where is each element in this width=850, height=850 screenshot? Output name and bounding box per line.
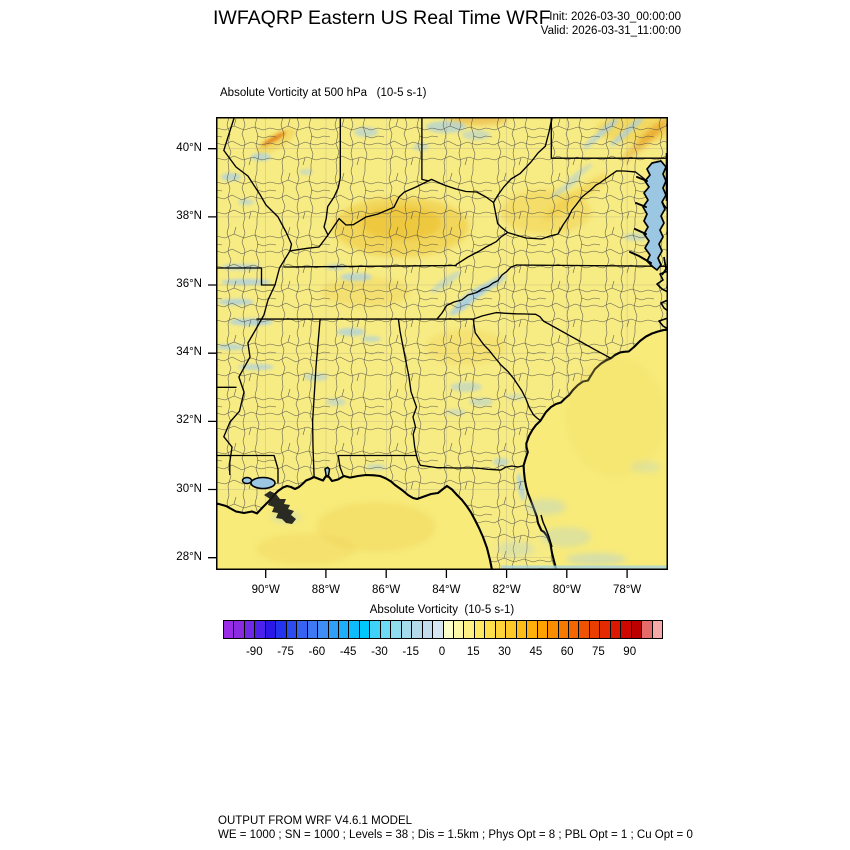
colorbar <box>223 620 663 639</box>
colorbar-cell <box>464 621 475 638</box>
lat-tick-label: 28°N <box>176 550 202 563</box>
lon-tick-label: 82°W <box>492 584 521 596</box>
colorbar-cell <box>600 621 611 638</box>
map-canvas <box>208 117 668 578</box>
colorbar-tick-label: 15 <box>466 646 480 658</box>
colorbar-tick-label: -90 <box>245 646 263 658</box>
colorbar-tick-label: -45 <box>339 646 357 658</box>
colorbar-tick-label: 45 <box>529 646 543 658</box>
colorbar-cell <box>234 621 245 638</box>
bottom-edge-blue-band <box>501 565 668 570</box>
lat-tick-label: 30°N <box>176 482 202 495</box>
colorbar-tick-label: -30 <box>371 646 388 658</box>
colorbar-cell <box>568 621 580 638</box>
colorbar-cell <box>276 621 287 638</box>
lat-tick-label: 38°N <box>176 209 202 222</box>
init-time: Init: 2026-03-30_00:00:00 <box>549 11 681 23</box>
map-border <box>216 117 668 570</box>
graticule <box>216 117 668 570</box>
lon-tick-label: 78°W <box>612 584 642 596</box>
page-title: IWFAQRP Eastern US Real Time WRF <box>213 7 551 29</box>
colorbar-cell <box>453 621 465 638</box>
colorbar-cell <box>579 621 590 638</box>
footer-info: OUTPUT FROM WRF V4.6.1 MODEL WE = 1000 ;… <box>218 815 693 842</box>
field-subtitle: Absolute Vorticity at 500 hPa (10-5 s-1) <box>220 87 427 99</box>
colorbar-cell <box>422 621 434 638</box>
lat-tick-label: 36°N <box>176 278 202 291</box>
colorbar-cell <box>328 621 339 638</box>
lat-tick-label: 32°N <box>176 414 202 427</box>
lat-tick-label: 40°N <box>176 141 202 154</box>
colorbar-cell <box>642 621 653 638</box>
valid-time: Valid: 2026-03-31_11:00:00 <box>540 25 681 37</box>
colorbar-cell <box>412 621 423 638</box>
colorbar-cell <box>255 621 266 638</box>
lon-tick-label: 88°W <box>311 584 341 596</box>
colorbar-cell <box>631 621 643 638</box>
colorbar-cell <box>495 621 507 638</box>
colorbar-cell <box>516 621 528 638</box>
lon-tick-label: 90°W <box>251 584 280 596</box>
run-info: Init: 2026-03-30_00:00:00 Valid: 2026-03… <box>480 10 681 38</box>
colorbar-cell <box>548 621 559 638</box>
colorbar-cell <box>380 621 392 638</box>
colorbar-cell <box>474 621 486 638</box>
colorbar-cell <box>244 621 256 638</box>
lake-pontchartrain <box>241 476 276 490</box>
colorbar-cell <box>286 621 298 638</box>
colorbar-tick-label: -15 <box>402 646 420 658</box>
florida-lagoon <box>540 514 553 548</box>
colorbar-cell <box>558 621 569 638</box>
lon-tick-label: 80°W <box>552 584 581 596</box>
footer-namelist-line: WE = 1000 ; SN = 1000 ; Levels = 38 ; Di… <box>218 828 693 841</box>
colorbar-cell <box>485 621 496 638</box>
mississippi-delta <box>264 491 296 524</box>
lon-tick-label: 86°W <box>372 584 401 596</box>
colorbar-tick-label: -75 <box>277 646 294 658</box>
colorbar-tick-label: 30 <box>498 646 511 658</box>
colorbar-cell <box>443 621 454 638</box>
colorbar-label: Absolute Vorticity (10-5 s-1) <box>369 604 515 616</box>
colorbar-cell <box>506 621 517 638</box>
colorbar-cell <box>610 621 622 638</box>
carolina-sounds <box>656 270 668 330</box>
colorbar-tick-label: 60 <box>560 646 574 658</box>
colorbar-cell <box>297 621 308 638</box>
colorbar-cell <box>589 621 601 638</box>
colorbar-cell <box>652 621 663 638</box>
colorbar-cell <box>401 621 413 638</box>
colorbar-cell <box>621 621 632 638</box>
colorbar-cell <box>527 621 538 638</box>
axis-ticks <box>208 148 628 578</box>
mobile-bay <box>324 466 331 477</box>
state-borders <box>216 117 668 484</box>
ocean-shading <box>256 357 666 565</box>
colorbar-cell <box>265 621 277 638</box>
colorbar-cell <box>537 621 549 638</box>
colorbar-cell <box>433 621 444 638</box>
colorbar-tick-label: 90 <box>623 646 637 658</box>
colorbar-tick-label: -60 <box>308 646 326 658</box>
colorbar-cell <box>391 621 402 638</box>
colorbar-cell <box>307 621 319 638</box>
footer-model-line: OUTPUT FROM WRF V4.6.1 MODEL <box>218 815 413 827</box>
colorbar-cell <box>370 621 381 638</box>
colorbar-cell <box>224 621 235 638</box>
colorbar-tick-label: 0 <box>438 646 446 658</box>
colorbar-cell <box>318 621 329 638</box>
lat-tick-label: 34°N <box>176 346 202 359</box>
colorbar-cell <box>349 621 360 638</box>
colorbar-cell <box>338 621 350 638</box>
colorbar-cell <box>359 621 371 638</box>
colorbar-tick-label: 75 <box>592 646 605 658</box>
lon-tick-label: 84°W <box>432 584 461 596</box>
colorbar-tick-labels: -90 -75 -60 -45 -30 -15 0 15 30 45 60 75 90 <box>223 646 661 660</box>
